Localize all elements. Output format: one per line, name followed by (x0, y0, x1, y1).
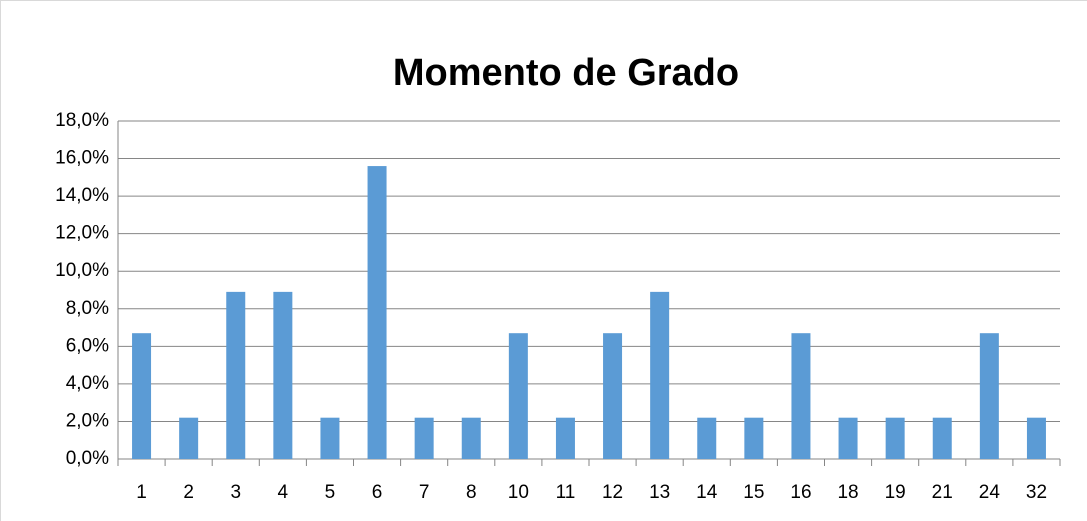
x-tick-label: 13 (649, 482, 670, 503)
bar (838, 417, 858, 459)
bar (555, 417, 575, 459)
bar (885, 417, 905, 459)
y-tick-label: 12,0% (55, 223, 109, 244)
y-tick-label: 6,0% (66, 335, 109, 356)
x-tick-label: 2 (183, 482, 194, 503)
y-tick-label: 8,0% (66, 298, 109, 319)
bar (320, 417, 340, 459)
x-tick-label: 32 (1026, 482, 1047, 503)
x-tick-label: 15 (743, 482, 764, 503)
x-tick-label: 14 (696, 482, 718, 503)
x-tick-label: 5 (325, 482, 336, 503)
x-tick-label: 21 (932, 482, 953, 503)
x-tick-label: 8 (466, 482, 477, 503)
chart-title: Momento de Grado (393, 52, 739, 94)
x-tick-label: 18 (837, 482, 858, 503)
y-tick-label: 2,0% (66, 410, 109, 431)
x-tick-label: 12 (602, 482, 623, 503)
bar (603, 333, 623, 459)
bar (179, 417, 199, 459)
y-tick-label: 16,0% (55, 148, 109, 169)
bar (508, 333, 528, 459)
bar (226, 291, 246, 459)
x-tick-label: 6 (372, 482, 383, 503)
x-tick-label: 11 (556, 482, 576, 503)
x-tick-label: 1 (136, 482, 147, 503)
bar (1026, 417, 1046, 459)
y-tick-label: 18,0% (55, 110, 109, 131)
x-tick-label: 10 (508, 482, 529, 503)
x-tick-label: 24 (979, 482, 1001, 503)
bar (932, 417, 952, 459)
x-tick-label: 3 (230, 482, 241, 503)
x-tick-label: 7 (419, 482, 430, 503)
bar (650, 291, 670, 459)
y-tick-label: 10,0% (55, 260, 109, 281)
bar (367, 166, 387, 460)
x-tick-label: 4 (278, 482, 289, 503)
bar (273, 291, 293, 459)
y-tick-label: 0,0% (66, 448, 109, 469)
x-tick-label: 16 (790, 482, 811, 503)
y-tick-label: 4,0% (66, 373, 109, 394)
bar (132, 333, 152, 459)
bar (791, 333, 811, 459)
y-tick-label: 14,0% (55, 185, 109, 206)
bar (697, 417, 717, 459)
bar (744, 417, 764, 459)
bar (461, 417, 481, 459)
x-tick-label: 19 (885, 482, 906, 503)
bar (979, 333, 999, 459)
bar (414, 417, 434, 459)
